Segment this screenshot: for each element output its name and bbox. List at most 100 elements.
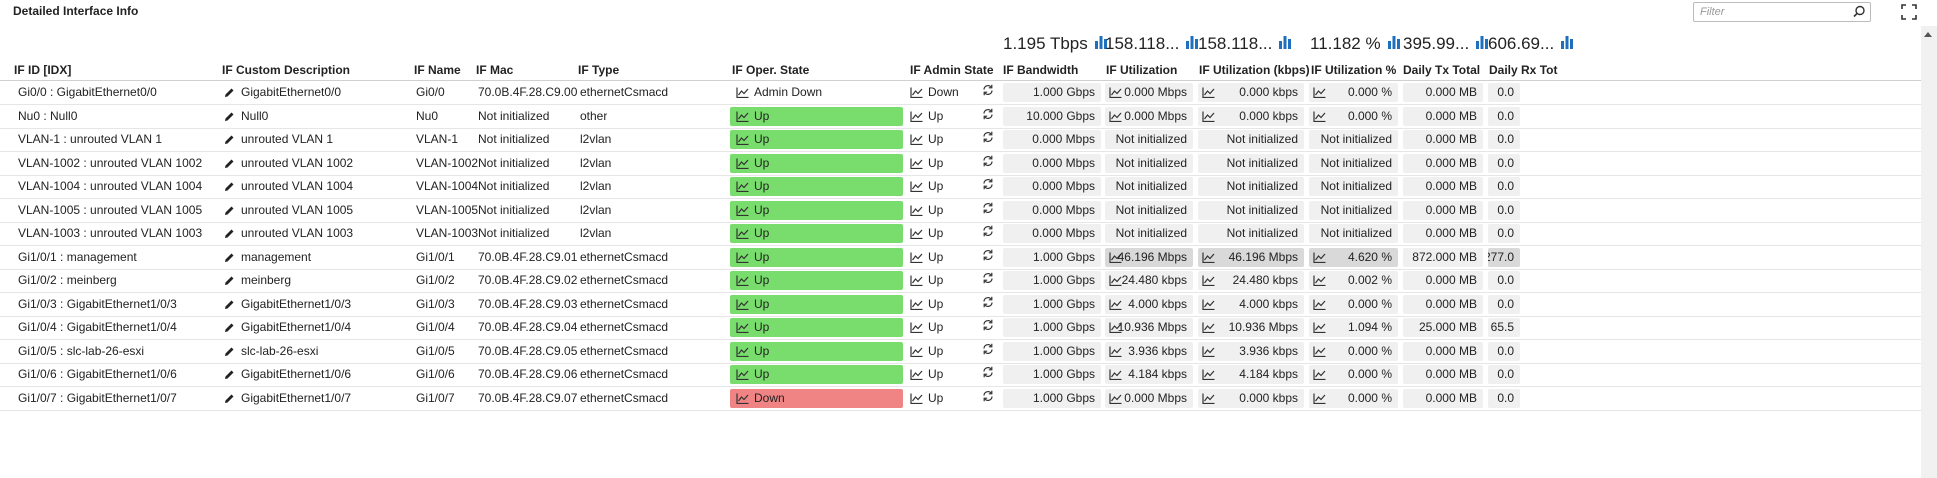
column-header[interactable]: IF Mac: [476, 63, 514, 77]
trend-icon[interactable]: [736, 250, 754, 264]
table-row[interactable]: VLAN-1004 : unrouted VLAN 1004 unrouted V…: [0, 175, 1921, 199]
trend-icon[interactable]: [1109, 107, 1127, 126]
pencil-icon[interactable]: [224, 132, 241, 146]
trend-icon[interactable]: [910, 391, 928, 405]
column-header[interactable]: IF Type: [578, 63, 620, 77]
column-header[interactable]: IF Utilization (kbps): [1199, 63, 1310, 77]
trend-icon[interactable]: [1109, 365, 1127, 384]
oper-state-badge[interactable]: Up: [730, 318, 903, 337]
trend-icon[interactable]: [1202, 342, 1220, 361]
vertical-scrollbar[interactable]: [1921, 26, 1937, 478]
pencil-icon[interactable]: [224, 109, 241, 123]
pencil-icon[interactable]: [224, 273, 241, 287]
trend-icon[interactable]: [1313, 83, 1331, 102]
refresh-icon[interactable]: [982, 293, 994, 316]
if-description-cell[interactable]: GigabitEthernet1/0/4: [224, 316, 351, 339]
refresh-icon[interactable]: [982, 316, 994, 339]
filter-input[interactable]: [1693, 2, 1871, 22]
table-row[interactable]: VLAN-1 : unrouted VLAN 1 unrouted VLAN 1 V…: [0, 128, 1921, 152]
trend-icon[interactable]: [736, 391, 754, 405]
trend-icon[interactable]: [1313, 342, 1331, 361]
column-header[interactable]: IF Utilization: [1106, 63, 1178, 77]
oper-state-badge[interactable]: Up: [730, 271, 903, 290]
if-description-cell[interactable]: GigabitEthernet1/0/3: [224, 293, 351, 316]
trend-icon[interactable]: [1313, 365, 1331, 384]
trend-icon[interactable]: [1202, 318, 1220, 337]
trend-icon[interactable]: [910, 297, 928, 311]
bar-chart-icon[interactable]: [1272, 34, 1292, 54]
if-description-cell[interactable]: management: [224, 246, 311, 269]
table-row[interactable]: VLAN-1005 : unrouted VLAN 1005 unrouted V…: [0, 199, 1921, 223]
if-description-cell[interactable]: GigabitEthernet1/0/7: [224, 387, 351, 410]
table-row[interactable]: Gi1/0/4 : GigabitEthernet1/0/4 GigabitEth…: [0, 316, 1921, 340]
table-row[interactable]: Gi0/0 : GigabitEthernet0/0 GigabitEtherne…: [0, 81, 1921, 105]
oper-state-badge[interactable]: Up: [730, 106, 903, 126]
bar-chart-icon[interactable]: [1469, 34, 1489, 54]
trend-icon[interactable]: [1109, 83, 1127, 102]
table-row[interactable]: Gi1/0/7 : GigabitEthernet1/0/7 GigabitEth…: [0, 387, 1921, 411]
column-header[interactable]: Daily Rx Tot: [1489, 63, 1558, 77]
trend-icon[interactable]: [910, 109, 928, 123]
oper-state-badge[interactable]: Up: [730, 224, 903, 243]
trend-icon[interactable]: [736, 367, 754, 381]
table-row[interactable]: Gi1/0/1 : management management Gi1/0/1 70.…: [0, 246, 1921, 270]
if-description-cell[interactable]: GigabitEthernet1/0/6: [224, 363, 351, 386]
column-header[interactable]: Daily Tx Total: [1403, 63, 1481, 77]
if-description-cell[interactable]: unrouted VLAN 1002: [224, 152, 353, 175]
if-description-cell[interactable]: GigabitEthernet0/0: [224, 81, 341, 104]
trend-icon[interactable]: [910, 344, 928, 358]
table-row[interactable]: Gi1/0/3 : GigabitEthernet1/0/3 GigabitEth…: [0, 293, 1921, 317]
trend-icon[interactable]: [1313, 271, 1331, 290]
trend-icon[interactable]: [910, 367, 928, 381]
bar-chart-icon[interactable]: [1088, 34, 1108, 54]
refresh-icon[interactable]: [982, 269, 994, 292]
refresh-icon[interactable]: [982, 152, 994, 175]
oper-state-badge[interactable]: Up: [730, 153, 903, 173]
oper-state-badge[interactable]: Admin Down: [730, 83, 903, 102]
if-description-cell[interactable]: unrouted VLAN 1003: [224, 222, 353, 245]
column-header[interactable]: IF Admin State: [910, 63, 994, 77]
pencil-icon[interactable]: [224, 179, 241, 193]
table-row[interactable]: Gi1/0/2 : meinberg meinberg Gi1/0/2 70.0B.4…: [0, 269, 1921, 293]
trend-icon[interactable]: [1109, 271, 1127, 290]
column-header[interactable]: IF ID [IDX]: [14, 63, 72, 77]
column-header[interactable]: IF Bandwidth: [1003, 63, 1079, 77]
column-header[interactable]: IF Name: [414, 63, 461, 77]
trend-icon[interactable]: [910, 132, 928, 146]
pencil-icon[interactable]: [224, 344, 241, 358]
trend-icon[interactable]: [1202, 295, 1220, 314]
trend-icon[interactable]: [1202, 107, 1220, 126]
trend-icon[interactable]: [736, 132, 754, 146]
table-row[interactable]: VLAN-1002 : unrouted VLAN 1002 unrouted V…: [0, 152, 1921, 176]
trend-icon[interactable]: [736, 203, 754, 217]
pencil-icon[interactable]: [224, 250, 241, 264]
pencil-icon[interactable]: [224, 320, 241, 334]
trend-icon[interactable]: [1313, 248, 1331, 267]
if-description-cell[interactable]: unrouted VLAN 1005: [224, 199, 353, 222]
trend-icon[interactable]: [1202, 271, 1220, 290]
refresh-icon[interactable]: [982, 363, 994, 386]
trend-icon[interactable]: [736, 179, 754, 193]
refresh-icon[interactable]: [982, 105, 994, 128]
column-header[interactable]: IF Utilization %: [1311, 63, 1397, 77]
trend-icon[interactable]: [1202, 365, 1220, 384]
trend-icon[interactable]: [1202, 248, 1220, 267]
trend-icon[interactable]: [910, 226, 928, 240]
pencil-icon[interactable]: [224, 367, 241, 381]
expand-icon[interactable]: [1900, 3, 1918, 21]
trend-icon[interactable]: [1109, 389, 1127, 408]
oper-state-badge[interactable]: Up: [730, 341, 903, 361]
pencil-icon[interactable]: [224, 391, 241, 405]
trend-icon[interactable]: [1313, 107, 1331, 126]
bar-chart-icon[interactable]: [1381, 34, 1401, 54]
oper-state-badge[interactable]: Down: [730, 388, 903, 408]
trend-icon[interactable]: [1109, 295, 1127, 314]
trend-icon[interactable]: [1313, 389, 1331, 408]
pencil-icon[interactable]: [224, 203, 241, 217]
trend-icon[interactable]: [910, 85, 928, 99]
oper-state-badge[interactable]: Up: [730, 365, 903, 384]
trend-icon[interactable]: [736, 344, 754, 358]
oper-state-badge[interactable]: Up: [730, 200, 903, 220]
refresh-icon[interactable]: [982, 387, 994, 410]
refresh-icon[interactable]: [982, 340, 994, 363]
